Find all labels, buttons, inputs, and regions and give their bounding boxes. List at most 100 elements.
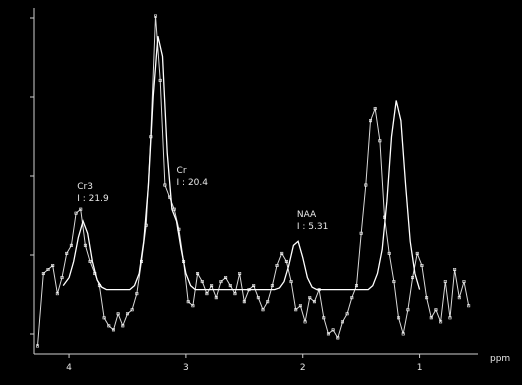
data-point [401, 332, 405, 336]
data-point [345, 312, 349, 316]
data-point [387, 251, 391, 255]
data-point [74, 211, 78, 215]
series-group [37, 15, 470, 347]
data-point [429, 316, 433, 320]
data-point [336, 336, 340, 340]
data-point [354, 284, 358, 288]
data-point [420, 263, 424, 267]
data-point [168, 195, 172, 199]
data-point [298, 304, 302, 308]
data-point [79, 207, 83, 211]
data-point [41, 272, 45, 276]
data-point [154, 14, 158, 18]
data-point [397, 316, 401, 320]
data-point [453, 268, 457, 272]
data-point [116, 312, 120, 316]
data-point [172, 207, 176, 211]
data-point [350, 296, 354, 300]
data-point [266, 300, 270, 304]
point-marks [36, 14, 471, 348]
data-point [383, 215, 387, 219]
data-point [326, 332, 330, 336]
fit-line [62, 36, 421, 291]
data-point [425, 296, 429, 300]
data-point [125, 312, 129, 316]
data-point [139, 259, 143, 263]
data-point [191, 304, 195, 308]
data-point [270, 284, 274, 288]
data-point [238, 272, 242, 276]
data-point [378, 139, 382, 143]
x-tick-label: 2 [300, 363, 306, 373]
data-point [252, 284, 256, 288]
data-point [312, 300, 316, 304]
data-point [415, 251, 419, 255]
data-point [280, 251, 284, 255]
data-point [448, 316, 452, 320]
data-point [233, 292, 237, 296]
data-point [36, 344, 40, 348]
peak-label: Cr3 [77, 182, 93, 192]
peak-label: Cr [177, 166, 187, 176]
data-point [247, 288, 251, 292]
data-point [121, 324, 125, 328]
data-point [364, 183, 368, 187]
peak-label: I : 20.4 [177, 178, 209, 188]
data-point [322, 316, 326, 320]
data-point [107, 324, 111, 328]
data-point [219, 280, 223, 284]
data-point [144, 223, 148, 227]
data-point [406, 308, 410, 312]
data-point [182, 259, 186, 263]
data-point [303, 320, 307, 324]
data-point [242, 300, 246, 304]
data-point [97, 284, 101, 288]
data-point [434, 308, 438, 312]
data-point [177, 227, 181, 231]
x-tick-label: 3 [183, 363, 189, 373]
data-point [373, 107, 377, 111]
data-point [214, 296, 218, 300]
data-point [200, 280, 204, 284]
data-point [228, 284, 232, 288]
data-point [443, 280, 447, 284]
x-tick-label: 1 [417, 363, 423, 373]
peak-label: I : 5.31 [297, 222, 328, 232]
peak-label: I : 21.9 [77, 194, 109, 204]
data-point [289, 280, 293, 284]
data-point [411, 276, 415, 280]
axes: 4 3 2 1 [30, 8, 478, 373]
x-axis-label: ppm [490, 354, 510, 364]
data-point [462, 280, 466, 284]
data-point [60, 276, 64, 280]
data-point [275, 263, 279, 267]
data-point [340, 320, 344, 324]
data-point [210, 284, 214, 288]
data-point [51, 263, 55, 267]
data-point [83, 243, 87, 247]
data-point [130, 308, 134, 312]
data-point [65, 251, 69, 255]
data-point [439, 320, 443, 324]
data-point [359, 231, 363, 235]
annotations: Cr3 I : 21.9 Cr I : 20.4 NAA I : 5.31 [77, 166, 328, 232]
data-point [135, 292, 139, 296]
data-point [55, 292, 59, 296]
data-point [256, 296, 260, 300]
x-tick-label: 4 [66, 363, 72, 373]
data-point [467, 304, 471, 308]
data-point [308, 296, 312, 300]
data-point [163, 183, 167, 187]
data-point [102, 316, 106, 320]
data-point [261, 308, 265, 312]
data-point [111, 328, 115, 332]
data-point [158, 78, 162, 82]
data-point [294, 308, 298, 312]
data-point [205, 292, 209, 296]
data-point [224, 276, 228, 280]
data-point [457, 296, 461, 300]
data-point [88, 259, 92, 263]
data-point [69, 243, 73, 247]
